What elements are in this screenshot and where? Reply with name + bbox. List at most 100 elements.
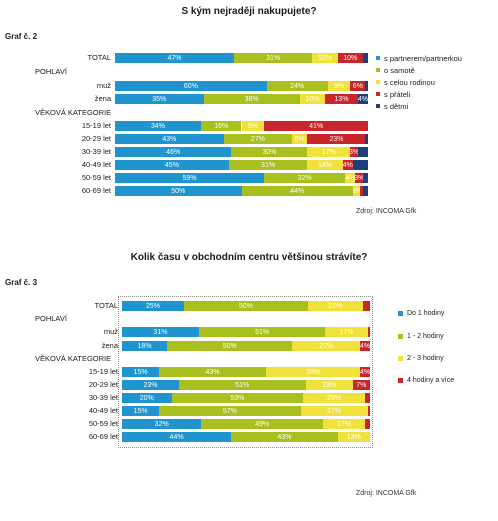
- data-label: 18%: [137, 342, 152, 350]
- legend-item: s přáteli: [376, 88, 462, 100]
- legend-label: s partnerem/partnerkou: [384, 53, 462, 63]
- bar-segment: 50%: [115, 186, 242, 196]
- data-label: 10%: [305, 95, 320, 103]
- data-label: 27%: [327, 407, 342, 415]
- stacked-bar: 34% 16% 9% 41%: [115, 121, 368, 131]
- chart1-legend: s partnerem/partnerkou o samotě s celou ro…: [376, 52, 462, 112]
- bar-segment: 6%: [350, 81, 366, 91]
- legend-label: 2 - 3 hodiny: [407, 355, 444, 362]
- bar-segment: 16%: [201, 121, 242, 131]
- legend-swatch: [376, 80, 380, 84]
- legend-swatch: [376, 68, 380, 72]
- data-label: 60%: [183, 82, 198, 90]
- data-label: 4%: [357, 95, 368, 103]
- data-label: 38%: [244, 95, 259, 103]
- bar-segment: 50%: [167, 341, 293, 351]
- bar-segment: 38%: [265, 367, 361, 377]
- category-label: VĚKOVÁ KATEGORIE: [35, 108, 112, 117]
- data-label: 10%: [343, 54, 358, 62]
- data-label: 50%: [222, 342, 237, 350]
- data-label: 6%: [352, 82, 363, 90]
- legend-label: s celou rodinou: [384, 77, 435, 87]
- row-label: 15-19 let: [81, 121, 111, 130]
- category-label: POHLAVÍ: [35, 314, 67, 323]
- data-label: 4%: [359, 342, 370, 350]
- bar-segment: 4%: [345, 173, 356, 183]
- row-label: 20-29 let: [88, 380, 118, 389]
- stacked-bar: 20% 53% 25%: [122, 393, 370, 403]
- chart2-source: Zdroj: INCOMA Gfk: [356, 490, 417, 497]
- stacked-bar: 45% 31% 14% 4%: [115, 160, 368, 170]
- legend-label: s přáteli: [384, 89, 411, 99]
- bar-segment: 25%: [122, 301, 184, 311]
- bar-segment: 51%: [179, 380, 306, 390]
- data-label: 10%: [317, 54, 332, 62]
- data-label: 31%: [153, 328, 168, 336]
- stacked-bar: 18% 50% 27% 4%: [122, 341, 370, 351]
- chart1-source: Zdroj: INCOMA Gfk: [356, 208, 417, 215]
- bar-segment: 43%: [159, 367, 266, 377]
- legend-item: Do 1 hodiny: [398, 310, 444, 317]
- chart2-graf-label: Graf č. 3: [5, 278, 38, 287]
- data-label: 16%: [214, 122, 229, 130]
- data-label: 24%: [290, 82, 305, 90]
- bar-segment: [365, 81, 368, 91]
- bar-segment: [357, 147, 368, 157]
- legend-item: s celou rodinou: [376, 76, 462, 88]
- chart1-title: S kým nejraději nakupujete?: [181, 6, 317, 17]
- data-label: 17%: [321, 148, 336, 156]
- bar-segment: 24%: [266, 81, 328, 91]
- bar-segment: 31%: [228, 160, 308, 170]
- bar-segment: 35%: [115, 94, 204, 104]
- legend-item: s dětmi: [376, 100, 462, 112]
- data-label: 31%: [266, 54, 281, 62]
- row-label: muž: [103, 327, 118, 336]
- bar-segment: 31%: [233, 53, 313, 63]
- bar-segment: 32%: [122, 419, 202, 429]
- bar-segment: 4%: [357, 94, 368, 104]
- legend-item: s partnerem/partnerkou: [376, 52, 462, 64]
- legend-item: o samotě: [376, 64, 462, 76]
- bar-segment: 60%: [115, 81, 267, 91]
- data-label: 47%: [167, 54, 182, 62]
- bar-segment: [352, 160, 368, 170]
- bar-segment: 25%: [303, 393, 366, 403]
- data-label: 13%: [346, 433, 361, 441]
- stacked-bar: 23% 51% 19% 7%: [122, 380, 370, 390]
- stacked-bar: 15% 57% 27%: [122, 406, 370, 416]
- bar-segment: 30%: [231, 147, 308, 157]
- data-label: 25%: [327, 394, 342, 402]
- data-label: 57%: [222, 407, 237, 415]
- data-label: 41%: [309, 122, 324, 130]
- bar-segment: 3%: [355, 173, 363, 183]
- legend-item: 1 - 2 hodiny: [398, 333, 444, 340]
- bar-segment: 13%: [324, 94, 358, 104]
- stacked-bar: 44% 43% 13%: [122, 432, 370, 442]
- row-label: 40-49 let: [81, 160, 111, 169]
- legend-swatch: [376, 104, 380, 108]
- data-label: 6%: [294, 135, 305, 143]
- data-label: 51%: [235, 381, 250, 389]
- legend-swatch: [376, 56, 380, 60]
- legend-swatch: [398, 311, 403, 316]
- bar-segment: [365, 393, 370, 403]
- data-label: 32%: [154, 420, 169, 428]
- stacked-bar: 31% 51% 17%: [122, 327, 370, 337]
- bar-segment: 27%: [300, 406, 368, 416]
- data-label: 50%: [238, 302, 253, 310]
- data-label: 46%: [166, 148, 181, 156]
- stacked-bar: 25% 50% 22%: [122, 301, 370, 311]
- legend-swatch: [398, 378, 403, 383]
- bar-segment: 27%: [223, 134, 293, 144]
- stacked-bar: 43% 27% 6% 23%: [115, 134, 368, 144]
- data-label: 14%: [317, 161, 332, 169]
- bar-segment: 47%: [115, 53, 234, 63]
- data-label: 25%: [145, 302, 160, 310]
- bar-segment: 17%: [325, 327, 368, 337]
- category-label: VĚKOVÁ KATEGORIE: [35, 354, 112, 363]
- data-label: 50%: [171, 187, 186, 195]
- data-label: 32%: [297, 174, 312, 182]
- row-label: 50-59 let: [81, 173, 111, 182]
- bar-segment: 22%: [308, 301, 363, 311]
- bar-segment: 9%: [241, 121, 265, 131]
